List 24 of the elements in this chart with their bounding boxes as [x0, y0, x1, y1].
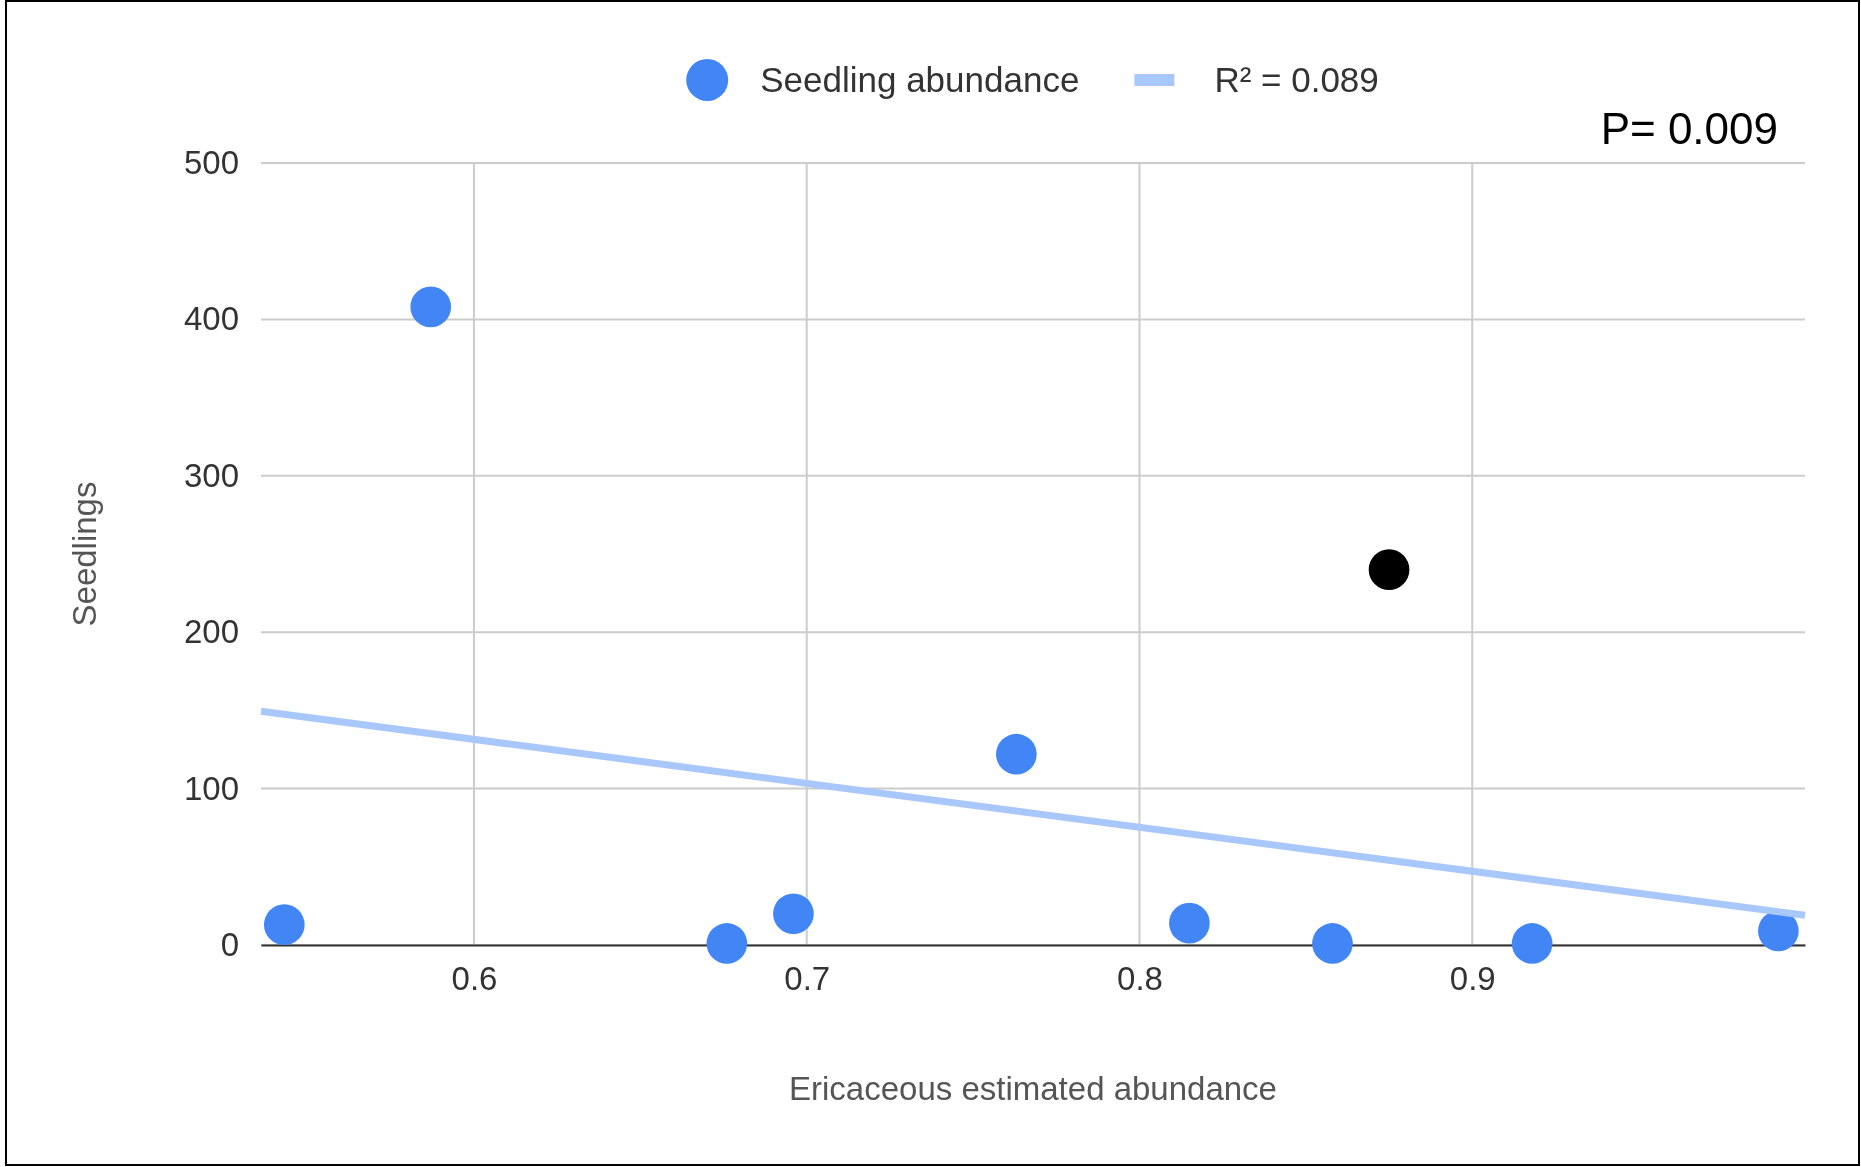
x-axis-title: Ericaceous estimated abundance [789, 1070, 1277, 1107]
text: P= 0.009 [1600, 104, 1778, 153]
point [1511, 923, 1553, 964]
point [706, 923, 748, 964]
legend-label: Seedling abundance [760, 60, 1080, 99]
point [263, 904, 305, 945]
x-tick-label: 0.9 [1449, 960, 1496, 998]
x-tick-label: 0.7 [784, 960, 831, 998]
y-tick-label: 200 [183, 613, 239, 651]
point [773, 893, 814, 935]
x-tick-label: 0.6 [451, 960, 498, 998]
point [996, 733, 1037, 775]
point [1368, 549, 1410, 590]
y-axis-title: Seedlings [66, 481, 103, 627]
point [1169, 902, 1210, 944]
y-tick-label: 100 [183, 769, 239, 807]
y-tick-label: 400 [183, 300, 239, 338]
y-tick-label: 300 [183, 456, 239, 494]
point [410, 286, 452, 328]
point [1312, 923, 1353, 964]
y-tick-label: 500 [183, 144, 239, 182]
x-tick-label: 0.8 [1117, 960, 1163, 998]
y-tick-label: 0 [220, 926, 239, 964]
legend-label: R² = 0.089 [1214, 60, 1379, 99]
